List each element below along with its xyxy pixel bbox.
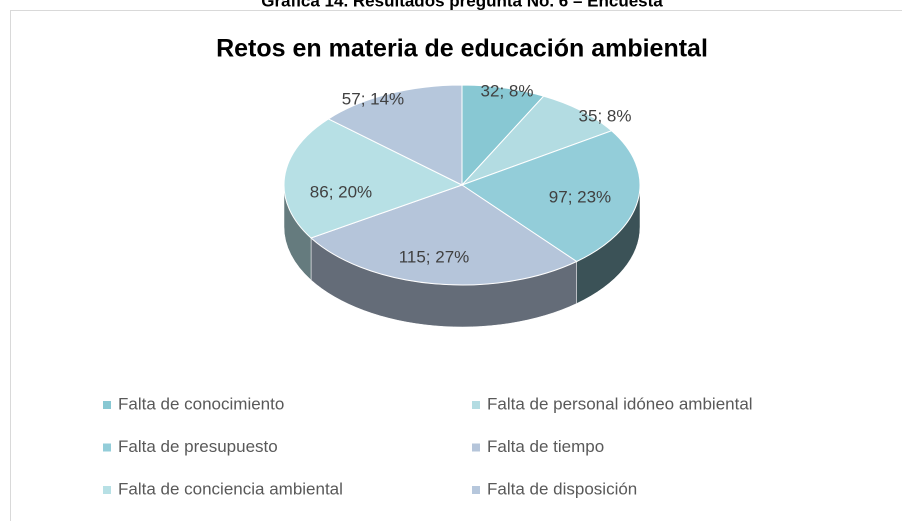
slice <box>327 84 463 186</box>
legend-label: Falta de presupuesto <box>118 437 278 456</box>
legend-swatch <box>103 486 111 494</box>
legend-swatch <box>103 443 111 452</box>
legend-label: Falta de tiempo <box>487 437 604 456</box>
legend-label: Falta de disposición <box>487 479 637 498</box>
data-label: 32; 8% <box>481 81 534 100</box>
slice <box>310 184 578 286</box>
legend-swatch <box>472 443 480 452</box>
legend-label: Falta de conciencia ambiental <box>118 479 343 498</box>
slice <box>461 95 613 186</box>
slice <box>283 118 464 239</box>
legend-swatch <box>103 401 111 409</box>
data-label: 115; 27% <box>399 247 470 266</box>
chart-title: Retos en materia de educación ambiental <box>216 35 708 63</box>
data-label: 57; 14% <box>342 89 404 108</box>
legend-label: Falta de conocimiento <box>118 394 284 413</box>
data-label: 86; 20% <box>310 182 372 201</box>
caption: Gráfica 14. Resultados pregunta No. 6 – … <box>261 0 663 10</box>
legend-label: Falta de personal idóneo ambiental <box>487 394 753 413</box>
data-label: 97; 23% <box>549 187 611 206</box>
data-label: 35; 8% <box>579 106 632 125</box>
slice <box>460 130 641 263</box>
legend-swatch <box>472 486 480 494</box>
legend-swatch <box>472 401 480 409</box>
